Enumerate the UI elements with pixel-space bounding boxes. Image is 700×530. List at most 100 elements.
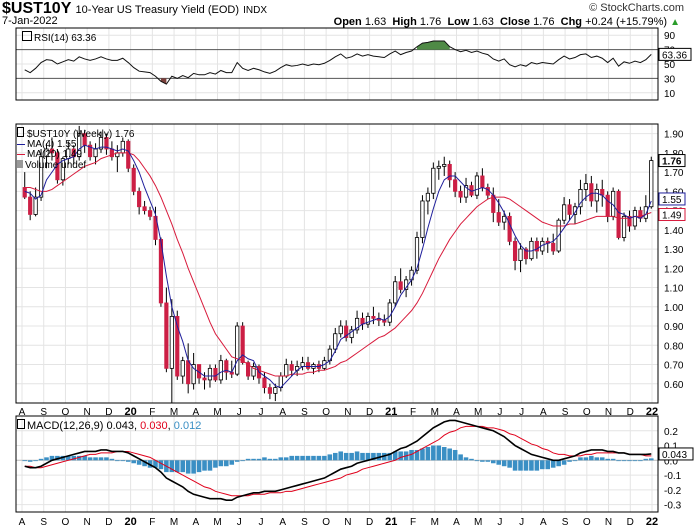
macd-hist-bar [414, 449, 420, 461]
candle-body [649, 160, 654, 208]
x-tick-label: J [497, 407, 502, 418]
macd-hist-bar [431, 445, 436, 461]
x-tick-label: N [605, 407, 612, 418]
candle-body [594, 189, 599, 202]
open-value: 1.63 [364, 16, 387, 28]
macd-hist-bar [594, 457, 600, 461]
price-axis-label: 1.10 [664, 284, 684, 295]
macd-hist-bar [360, 452, 365, 461]
candle-body [589, 183, 594, 202]
macd-hist-bar [648, 458, 654, 461]
candle-body [572, 206, 578, 215]
x-tick-label: A [540, 407, 547, 418]
candle-body [44, 148, 49, 158]
macd-legend-macd: 0.043 [106, 420, 135, 432]
x-tick-label: 22 [646, 406, 658, 418]
candle-body [224, 360, 229, 373]
candle-body [393, 281, 398, 304]
rsi-legend-text: RSI(14) 63.36 [34, 33, 97, 44]
volume-legend-icon [17, 160, 23, 168]
x-tick-label: D [105, 517, 112, 528]
macd-hist-bar [142, 460, 147, 467]
candle-body [502, 215, 507, 223]
macd-hist-bar [213, 460, 218, 468]
low-value: 1.63 [472, 16, 494, 28]
macd-hist-bar [196, 460, 202, 473]
macd-hist-bar [485, 460, 491, 462]
candle-body [104, 137, 109, 150]
quote-bar: Open 1.63 High 1.76 Low 1.63 Close 1.76 … [334, 16, 680, 28]
macd-hist-bar [332, 452, 338, 461]
x-tick-label: A [540, 517, 547, 528]
macd-hist-bar [354, 451, 360, 461]
x-tick-label: A [453, 517, 460, 528]
x-tick-label: A [19, 517, 26, 528]
macd-hist-bar [267, 458, 273, 461]
macd-axis-label: -0.1 [664, 471, 682, 482]
price-last-tag-text: 1.76 [662, 157, 682, 168]
macd-hist-bar [229, 460, 235, 465]
macd-hist-bar [185, 460, 191, 474]
candle-body [616, 190, 621, 238]
ma20-line [24, 152, 652, 377]
ma20-legend-text: MA(20) 1.49 [27, 149, 83, 160]
x-tick-label: J [258, 407, 263, 418]
macd-hist-bar [294, 455, 300, 461]
rsi-axis-label: 30 [664, 74, 676, 85]
candle-body [33, 196, 38, 215]
macd-hist-bar [458, 454, 463, 461]
macd-hist-bar [605, 458, 610, 461]
candle-body [38, 156, 44, 198]
macd-legend-prefix: MACD(12,26,9) [27, 420, 104, 432]
candle-body [169, 316, 174, 369]
rsi-value-tag [658, 47, 692, 61]
x-tick-label: M [431, 517, 439, 528]
macd-hist-bar [589, 455, 594, 461]
rsi-legend-icon [22, 31, 32, 41]
x-tick-label: J [497, 517, 502, 528]
macd-hist-bar [38, 458, 44, 461]
macd-hist-bar [191, 460, 196, 474]
high-label: High [392, 16, 417, 28]
x-tick-label: F [149, 517, 155, 528]
security-name: 10-Year US Treasury Yield (EOD) [75, 4, 239, 16]
symbol: $UST10Y [2, 0, 72, 17]
macd-hist-bar [207, 460, 213, 471]
price-axis-label: 1.40 [664, 226, 684, 237]
macd-hist-bar [278, 457, 284, 461]
macd-hist-bar [245, 458, 251, 461]
x-tick-label: O [322, 407, 330, 418]
x-tick-label: F [149, 407, 155, 418]
macd-hist-bar [578, 457, 583, 461]
candle-body [398, 281, 403, 290]
x-tick-label: 22 [646, 516, 658, 528]
rsi-panel [24, 40, 652, 85]
macd-hist-bar [452, 449, 458, 461]
candle-body [458, 190, 463, 198]
candle-body [267, 387, 272, 394]
macd-hist-bar [180, 460, 186, 473]
x-tick-label: M [431, 407, 439, 418]
macd-hist-bar [82, 455, 87, 461]
macd-axis-label: -0.2 [664, 486, 682, 497]
close-label: Close [500, 16, 531, 28]
x-tick-label: A [192, 517, 199, 528]
macd-hist-bar [627, 460, 632, 462]
candle-body [88, 144, 93, 158]
low-label: Low [447, 16, 470, 28]
macd-hist-bar [621, 460, 627, 462]
macd-hist-bar [490, 460, 496, 464]
macd-hist-bar [523, 460, 529, 471]
macd-value-tag [658, 447, 694, 461]
macd-hist-bar [643, 458, 649, 461]
macd-hist-bar [93, 457, 98, 461]
candle-body [22, 187, 27, 198]
candle-body [512, 240, 518, 262]
candle-body [305, 362, 311, 369]
price-axis-label: 0.80 [664, 341, 684, 352]
macd-hist-bar [44, 457, 49, 461]
x-tick-label: 20 [124, 406, 136, 418]
price-last-tag-box [658, 154, 686, 168]
macd-hist-bar [512, 460, 518, 471]
candle-body [289, 364, 294, 371]
